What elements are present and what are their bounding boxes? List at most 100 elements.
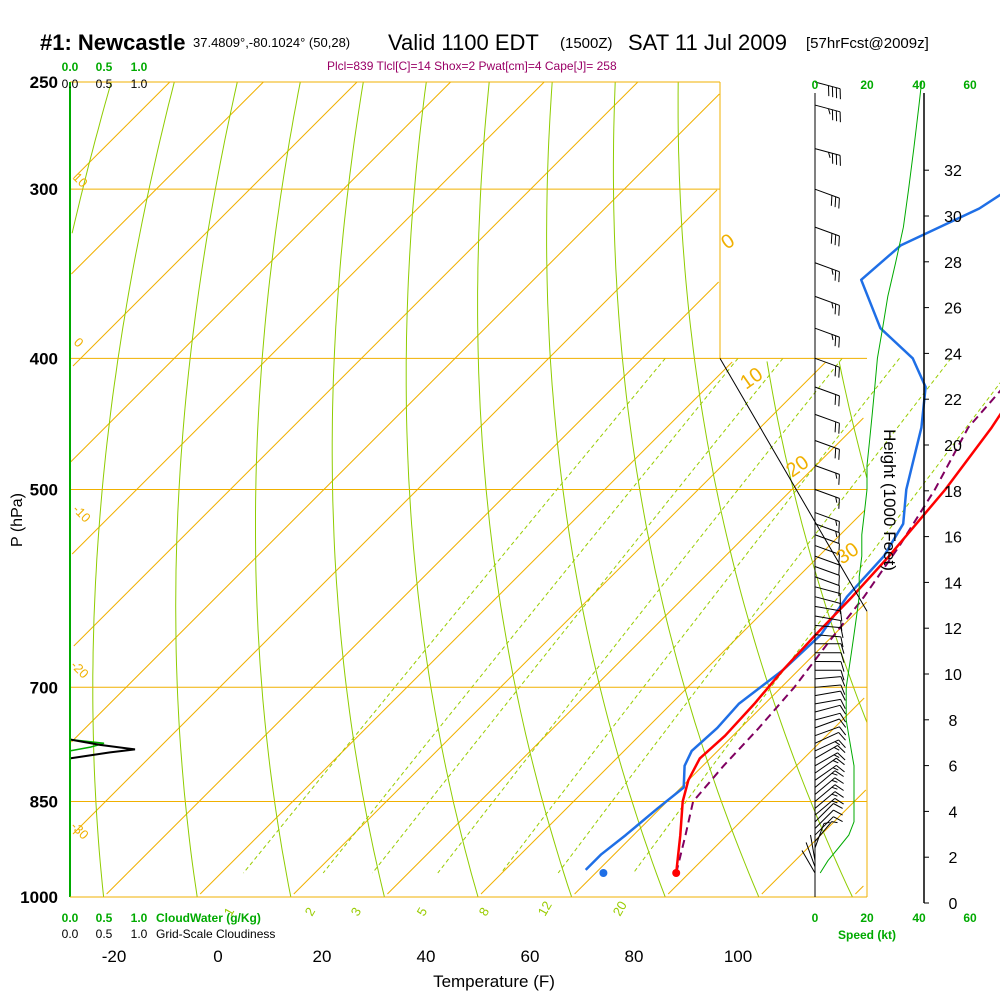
temperature-tick-label: 80 [625, 947, 644, 966]
wind-barb-feather [834, 777, 844, 784]
wind-barb-feather [834, 335, 837, 347]
surface-dewpoint-point [599, 869, 608, 878]
wind-barb-feather [838, 543, 840, 555]
wind-barb [814, 634, 841, 638]
wind-barb [814, 226, 840, 237]
cloudwater-scale-label: 1.0 [131, 60, 148, 74]
indices-line: Plcl=839 Tlcl[C]=14 Shox=2 Pwat[cm]=4 Ca… [327, 59, 617, 73]
isotherm-line [72, 81, 358, 367]
wind-barb-feather [840, 676, 846, 687]
profile-layer [69, 81, 1000, 878]
wind-barb [814, 605, 841, 612]
dewpoint-trace [584, 193, 1000, 871]
isotherm-line [199, 361, 733, 895]
speed-scale-label: 20 [860, 911, 874, 925]
wind-barb-feather [833, 746, 840, 751]
wind-barb-feather [831, 779, 838, 783]
height-tick-label: 6 [949, 759, 958, 776]
pressure-tick-label: 400 [30, 349, 58, 368]
height-tick-label: 2 [949, 850, 958, 867]
wind-barb-feather [834, 394, 837, 405]
wind-barb-feather [833, 809, 843, 816]
wind-barb [814, 739, 839, 752]
wind-barb-feather [834, 234, 837, 246]
speed-scale-label: 0 [812, 911, 819, 925]
wind-barb-feather [839, 726, 847, 736]
dry-adiabat-line [838, 361, 868, 478]
wind-barb [814, 81, 841, 90]
x-axis-title: Temperature (F) [433, 972, 555, 991]
wind-barb [814, 295, 840, 306]
wind-barb-feather [835, 496, 838, 503]
cloudwater-scale-label: 1.0 [131, 911, 148, 925]
mixing-ratio-line [557, 357, 952, 874]
wind-barb-feather [840, 620, 843, 631]
speed-scale-label: 60 [963, 78, 977, 92]
wind-barb-feather [833, 803, 843, 809]
height-tick-label: 22 [944, 392, 962, 409]
wind-barb-feather [831, 334, 834, 341]
wind-barb [814, 777, 836, 795]
pressure-tick-label: 700 [30, 678, 58, 697]
wind-barb-feather [838, 235, 840, 247]
wind-barb [814, 712, 841, 721]
wind-barb-feather [834, 791, 844, 798]
wind-barb [814, 803, 834, 823]
wind-barb [814, 816, 834, 836]
wind-barb [814, 555, 840, 566]
cloudiness-scale-label: 1.0 [131, 77, 148, 91]
cloudiness-scale-label: 1.0 [131, 927, 148, 941]
wind-barb [814, 690, 841, 697]
height-tick-label: 26 [944, 301, 962, 318]
height-tick-label: 28 [944, 255, 962, 272]
dry-adiabat-label: 10 [736, 363, 767, 394]
isotherm-line [293, 361, 827, 895]
pressure-tick-label: 850 [30, 792, 58, 811]
isotherm-line [761, 789, 867, 895]
wind-barb-feather [828, 108, 831, 115]
mixing-ratio-line [243, 357, 666, 874]
cloudiness-trace [69, 738, 136, 760]
wind-barb-feather [835, 472, 838, 479]
isotherm-line [71, 81, 545, 555]
height-tick-label: 32 [944, 163, 962, 180]
height-tick-label: 10 [944, 667, 962, 684]
wind-barb [814, 596, 841, 604]
wind-barb [814, 545, 840, 555]
cloudiness-title: Grid-Scale Cloudiness [156, 927, 275, 941]
wind-barb-feather [835, 520, 838, 526]
dry-adiabat-label: 0 [717, 230, 739, 254]
wind-barb-feather [838, 739, 846, 749]
mixing-ratio-line [372, 357, 784, 874]
wind-barb [814, 718, 840, 729]
height-tick-label: 0 [949, 896, 958, 913]
wind-barb [814, 465, 840, 475]
isotherm-line [106, 281, 719, 895]
wind-barb [814, 770, 836, 788]
pressure-tick-label: 500 [30, 481, 58, 500]
wind-barb-feather [838, 474, 840, 485]
isotherm-label: -30 [68, 819, 92, 843]
wind-barb-feather [835, 765, 845, 773]
wind-barb-feather [833, 816, 843, 823]
wind-barb [814, 744, 838, 759]
wind-barb [801, 850, 816, 874]
height-tick-label: 4 [949, 804, 958, 821]
speed-scale-label: 60 [963, 911, 977, 925]
wind-barb-feather [832, 767, 839, 771]
wind-barb [814, 615, 841, 621]
cloudwater-scale-label: 0.0 [62, 60, 79, 74]
wind-barb [814, 534, 840, 545]
pressure-tick-label: 1000 [20, 888, 58, 907]
wind-barb [814, 357, 840, 368]
wind-barb-feather [831, 800, 838, 804]
wind-barb-feather [834, 270, 837, 281]
wind-barb [814, 676, 841, 680]
wind-barb [814, 489, 840, 499]
isotherm-line [71, 81, 264, 275]
wind-barb [814, 704, 841, 713]
wind-barb-feather [840, 684, 846, 695]
wind-barb [814, 764, 837, 781]
wind-barb-feather [838, 449, 840, 460]
